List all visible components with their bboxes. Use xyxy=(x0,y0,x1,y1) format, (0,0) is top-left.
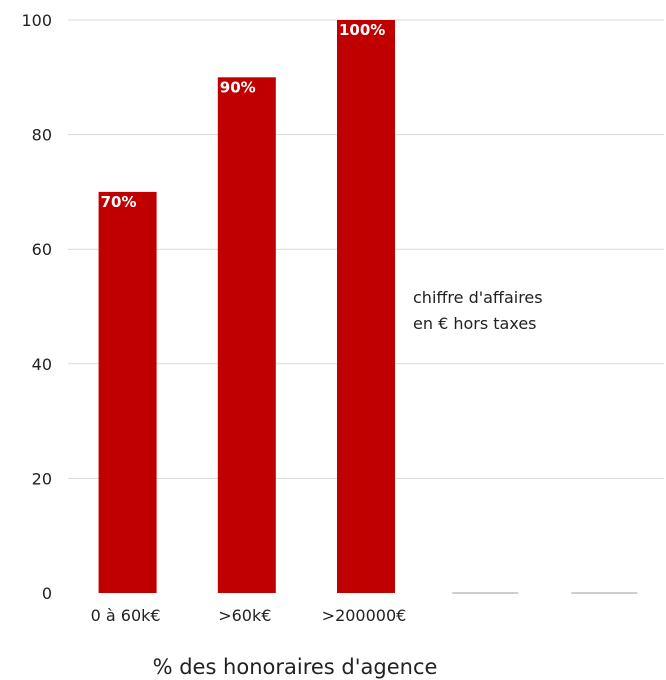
data-label: 90% xyxy=(220,78,256,96)
y-tick-label: 60 xyxy=(32,240,52,259)
bar xyxy=(337,20,395,593)
x-category-label: >200000€ xyxy=(322,606,407,625)
y-tick-label: 0 xyxy=(42,584,52,603)
data-labels: 70% 90% 100% xyxy=(101,21,386,211)
y-tick-label: 80 xyxy=(32,126,52,145)
x-axis-categories: 0 à 60k€ >60k€ >200000€ xyxy=(91,606,407,625)
bar xyxy=(98,191,157,593)
data-label: 100% xyxy=(339,21,385,39)
annotation-line-1: chiffre d'affaires xyxy=(413,288,543,307)
y-axis-ticks: 0 20 40 60 80 100 xyxy=(21,11,52,603)
y-tick-label: 100 xyxy=(21,11,52,30)
y-tick-label: 40 xyxy=(32,355,52,374)
bars xyxy=(98,20,638,594)
annotation-line-2: en € hors taxes xyxy=(413,314,537,333)
bar xyxy=(217,77,276,594)
data-label: 70% xyxy=(101,193,137,211)
x-category-label: 0 à 60k€ xyxy=(91,606,161,625)
x-axis-title: % des honoraires d'agence xyxy=(153,655,438,679)
x-category-label: >60k€ xyxy=(218,606,271,625)
y-tick-label: 20 xyxy=(32,469,52,488)
